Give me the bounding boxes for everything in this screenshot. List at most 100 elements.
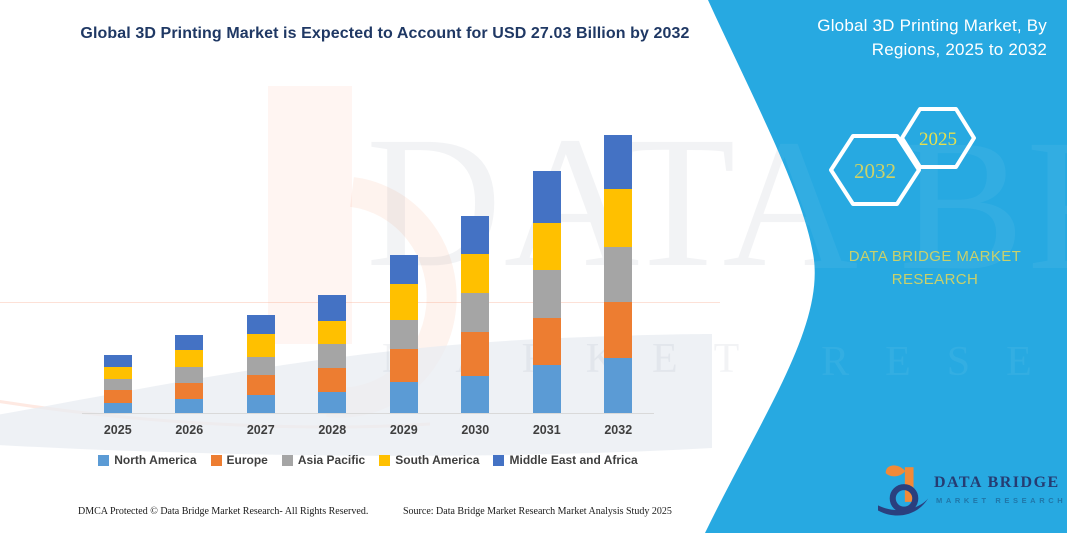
logo-d-bowl: [889, 484, 919, 513]
x-axis-label-2025: 2025: [103, 423, 132, 437]
bar-segment-europe-2031: [532, 317, 561, 366]
bar-segment-europe-2032: [604, 302, 633, 358]
bar-segment-asia-pacific-2030: [461, 293, 490, 332]
bar-2032: [583, 135, 655, 413]
panel-brand-caption: DATA BRIDGE MARKET RESEARCH: [848, 248, 1022, 289]
bar-segment-middle-east-and-africa-2028: [318, 294, 347, 321]
bar-stack-2026: [175, 335, 204, 413]
legend-label: Middle East and Africa: [509, 453, 638, 467]
panel-title: Global 3D Printing Market, By Regions, 2…: [817, 16, 1047, 59]
bar-segment-asia-pacific-2032: [604, 246, 633, 302]
bar-segment-north-america-2029: [389, 382, 418, 413]
bar-segment-south-america-2031: [532, 223, 561, 271]
bar-segment-north-america-2032: [604, 358, 633, 413]
bar-segment-europe-2029: [389, 348, 418, 383]
hexagon-2032-label: 2032: [854, 159, 896, 183]
panel-watermark-sub: MARKET RESEARCH: [382, 339, 1067, 385]
legend-swatch-icon: [210, 454, 222, 466]
footer-source: Source: Data Bridge Market Research Mark…: [403, 506, 672, 517]
bar-2029: [368, 254, 440, 413]
bar-segment-south-america-2030: [461, 253, 490, 294]
x-axis-label-2030: 2030: [461, 423, 490, 437]
chart-title: Global 3D Printing Market is Expected to…: [80, 25, 690, 42]
hexagon-2025-label: 2025: [919, 129, 957, 150]
bar-segment-europe-2027: [246, 375, 275, 395]
bar-segment-north-america-2025: [103, 402, 132, 413]
plot-area: [82, 118, 654, 414]
bar-stack-2032: [604, 135, 633, 413]
bar-segment-north-america-2031: [532, 365, 561, 413]
legend-item-asia-pacific: Asia Pacific: [281, 453, 366, 467]
bar-segment-europe-2025: [103, 389, 132, 403]
bar-segment-north-america-2028: [318, 391, 347, 413]
legend-swatch-icon: [98, 454, 110, 466]
bar-segment-south-america-2025: [103, 366, 132, 380]
data-bridge-logo-icon: [878, 465, 929, 516]
bar-chart: 2025 2026 2027 2028 2029 2030 2031 2032 North A…: [82, 118, 654, 467]
bar-2031: [511, 171, 583, 413]
footer-copyright: DMCA Protected © Data Bridge Market Rese…: [78, 506, 369, 517]
side-panel-background: [705, 0, 1067, 533]
x-axis-label-2026: 2026: [175, 423, 204, 437]
hexagon-2025: [900, 107, 976, 169]
bar-stack-2031: [532, 171, 561, 413]
bar-2028: [297, 294, 369, 413]
bar-segment-asia-pacific-2031: [532, 270, 561, 318]
bar-segment-europe-2030: [461, 331, 490, 376]
logo-b-stem: [904, 467, 914, 502]
legend-swatch-icon: [281, 454, 293, 466]
bar-2027: [225, 315, 297, 413]
x-axis-label-2029: 2029: [389, 423, 418, 437]
legend-item-middle-east-and-africa: Middle East and Africa: [493, 453, 638, 467]
bar-stack-2028: [318, 294, 347, 413]
bar-segment-europe-2026: [175, 383, 204, 399]
legend-swatch-icon: [379, 454, 391, 466]
bar-segment-middle-east-and-africa-2026: [175, 335, 204, 351]
x-axis-labels: 2025 2026 2027 2028 2029 2030 2031 2032: [82, 414, 654, 437]
bar-stack-2025: [103, 354, 132, 413]
logo-name-text: DATA BRIDGE: [934, 474, 1060, 491]
x-axis-label-2031: 2031: [532, 423, 561, 437]
bar-segment-asia-pacific-2025: [103, 379, 132, 390]
x-axis-label-2028: 2028: [318, 423, 347, 437]
bar-segment-asia-pacific-2027: [246, 356, 275, 375]
legend-label: South America: [395, 453, 480, 467]
bar-segment-north-america-2026: [175, 398, 204, 413]
x-axis-label-2027: 2027: [246, 423, 275, 437]
company-logo: DATA BRIDGE MARKET RESEARCH: [878, 458, 1063, 520]
bar-2026: [154, 335, 226, 413]
bar-segment-middle-east-and-africa-2031: [532, 171, 561, 224]
bar-2030: [440, 215, 512, 413]
legend-swatch-icon: [493, 454, 505, 466]
bar-segment-asia-pacific-2029: [389, 319, 418, 349]
watermark-accent-line: [0, 302, 720, 303]
bar-segment-asia-pacific-2026: [175, 366, 204, 384]
legend-item-north-america: North America: [98, 453, 197, 467]
logo-subtitle-text: MARKET RESEARCH: [936, 496, 1067, 505]
bar-stack-2030: [461, 215, 490, 413]
bar-segment-south-america-2028: [318, 320, 347, 344]
bar-segment-south-america-2032: [604, 188, 633, 247]
legend-item-south-america: South America: [379, 453, 479, 467]
bar-segment-south-america-2026: [175, 350, 204, 367]
legend-label: Asia Pacific: [297, 453, 366, 467]
bar-segment-middle-east-and-africa-2030: [461, 215, 490, 254]
legend-label: Europe: [226, 453, 268, 467]
bar-segment-middle-east-and-africa-2025: [103, 354, 132, 367]
bar-segment-middle-east-and-africa-2032: [604, 135, 633, 189]
logo-swoosh: [878, 498, 929, 516]
bar-segment-asia-pacific-2028: [318, 343, 347, 368]
legend-item-europe: Europe: [210, 453, 268, 467]
bar-segment-middle-east-and-africa-2029: [389, 254, 418, 285]
bar-segment-europe-2028: [318, 367, 347, 392]
hexagon-2032: [829, 134, 921, 206]
x-axis-label-2032: 2032: [604, 423, 633, 437]
bar-segment-middle-east-and-africa-2027: [246, 315, 275, 334]
logo-b-hook: [885, 465, 905, 477]
bar-segment-south-america-2027: [246, 333, 275, 357]
bar-segment-north-america-2030: [461, 375, 490, 413]
bar-segment-south-america-2029: [389, 284, 418, 320]
bar-stack-2027: [246, 315, 275, 413]
